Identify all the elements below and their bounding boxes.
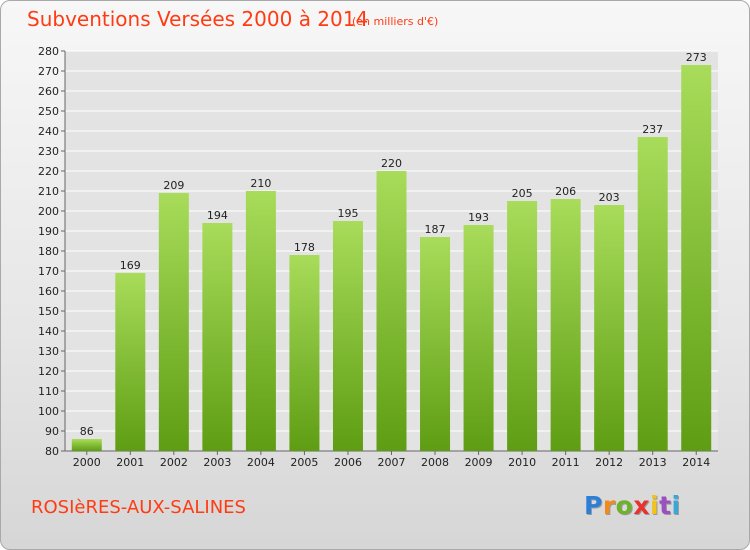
y-tick-label: 130 <box>38 345 59 358</box>
y-tick-label: 270 <box>38 65 59 78</box>
x-tick-label: 2000 <box>73 456 101 469</box>
unit-note: (en milliers d'€) <box>352 15 439 28</box>
bar <box>202 223 233 451</box>
y-tick-label: 150 <box>38 305 59 318</box>
x-tick-label: 2002 <box>160 456 188 469</box>
logo-letter: P <box>584 491 603 520</box>
y-tick-label: 250 <box>38 105 59 118</box>
bar-value-label: 220 <box>381 157 402 170</box>
bar <box>594 205 625 451</box>
x-tick-label: 2010 <box>508 456 536 469</box>
bar-value-label: 205 <box>512 187 533 200</box>
bar-value-label: 273 <box>686 51 707 64</box>
y-tick-label: 240 <box>38 125 59 138</box>
bar <box>463 225 494 451</box>
bar <box>681 65 712 451</box>
bar-value-label: 194 <box>207 209 228 222</box>
x-tick-label: 2006 <box>334 456 362 469</box>
bar-value-label: 209 <box>163 179 184 192</box>
x-tick-label: 2001 <box>116 456 144 469</box>
y-tick-label: 80 <box>45 445 59 458</box>
bar-value-label: 187 <box>425 223 446 236</box>
y-tick-label: 190 <box>38 225 59 238</box>
bar-value-label: 206 <box>555 185 576 198</box>
logo-letter: x <box>633 491 650 520</box>
logo-letter: t <box>659 491 672 520</box>
y-tick-label: 110 <box>38 385 59 398</box>
bar <box>550 199 581 451</box>
bar <box>420 237 451 451</box>
proxiti-logo: Proxiti <box>584 491 681 520</box>
bar <box>158 193 189 451</box>
x-tick-label: 2011 <box>552 456 580 469</box>
logo-letter: r <box>602 491 616 520</box>
bar-value-label: 169 <box>120 259 141 272</box>
bar-value-label: 178 <box>294 241 315 254</box>
x-tick-label: 2003 <box>203 456 231 469</box>
bar-value-label: 193 <box>468 211 489 224</box>
x-tick-label: 2008 <box>421 456 449 469</box>
bar <box>332 221 363 451</box>
bar <box>637 137 668 451</box>
y-tick-label: 260 <box>38 85 59 98</box>
bar <box>115 273 146 451</box>
logo-letter: i <box>650 491 660 520</box>
bar-value-label: 210 <box>250 177 271 190</box>
bar <box>376 171 407 451</box>
y-tick-label: 200 <box>38 205 59 218</box>
bar-value-label: 86 <box>80 425 94 438</box>
y-tick-label: 100 <box>38 405 59 418</box>
x-tick-label: 2004 <box>247 456 275 469</box>
y-tick-label: 160 <box>38 285 59 298</box>
logo-letter: i <box>671 491 681 520</box>
bar <box>289 255 320 451</box>
bar-value-label: 237 <box>642 123 663 136</box>
x-tick-label: 2005 <box>290 456 318 469</box>
y-tick-label: 220 <box>38 165 59 178</box>
bar <box>71 439 102 451</box>
x-tick-label: 2012 <box>595 456 623 469</box>
y-tick-label: 210 <box>38 185 59 198</box>
y-tick-label: 230 <box>38 145 59 158</box>
bar <box>245 191 276 451</box>
bar <box>507 201 538 451</box>
y-tick-label: 280 <box>38 45 59 58</box>
x-tick-label: 2014 <box>682 456 710 469</box>
commune-name: ROSIèRES-AUX-SALINES <box>31 497 246 518</box>
y-tick-label: 170 <box>38 265 59 278</box>
x-tick-label: 2009 <box>465 456 493 469</box>
x-tick-label: 2013 <box>639 456 667 469</box>
y-tick-label: 180 <box>38 245 59 258</box>
logo-letter: o <box>615 491 634 520</box>
y-tick-label: 90 <box>45 425 59 438</box>
bar-value-label: 203 <box>599 191 620 204</box>
y-tick-label: 120 <box>38 365 59 378</box>
bar-value-label: 195 <box>337 207 358 220</box>
x-tick-label: 2007 <box>378 456 406 469</box>
chart-title: Subventions Versées 2000 à 2014 <box>27 7 369 31</box>
y-tick-label: 140 <box>38 325 59 338</box>
